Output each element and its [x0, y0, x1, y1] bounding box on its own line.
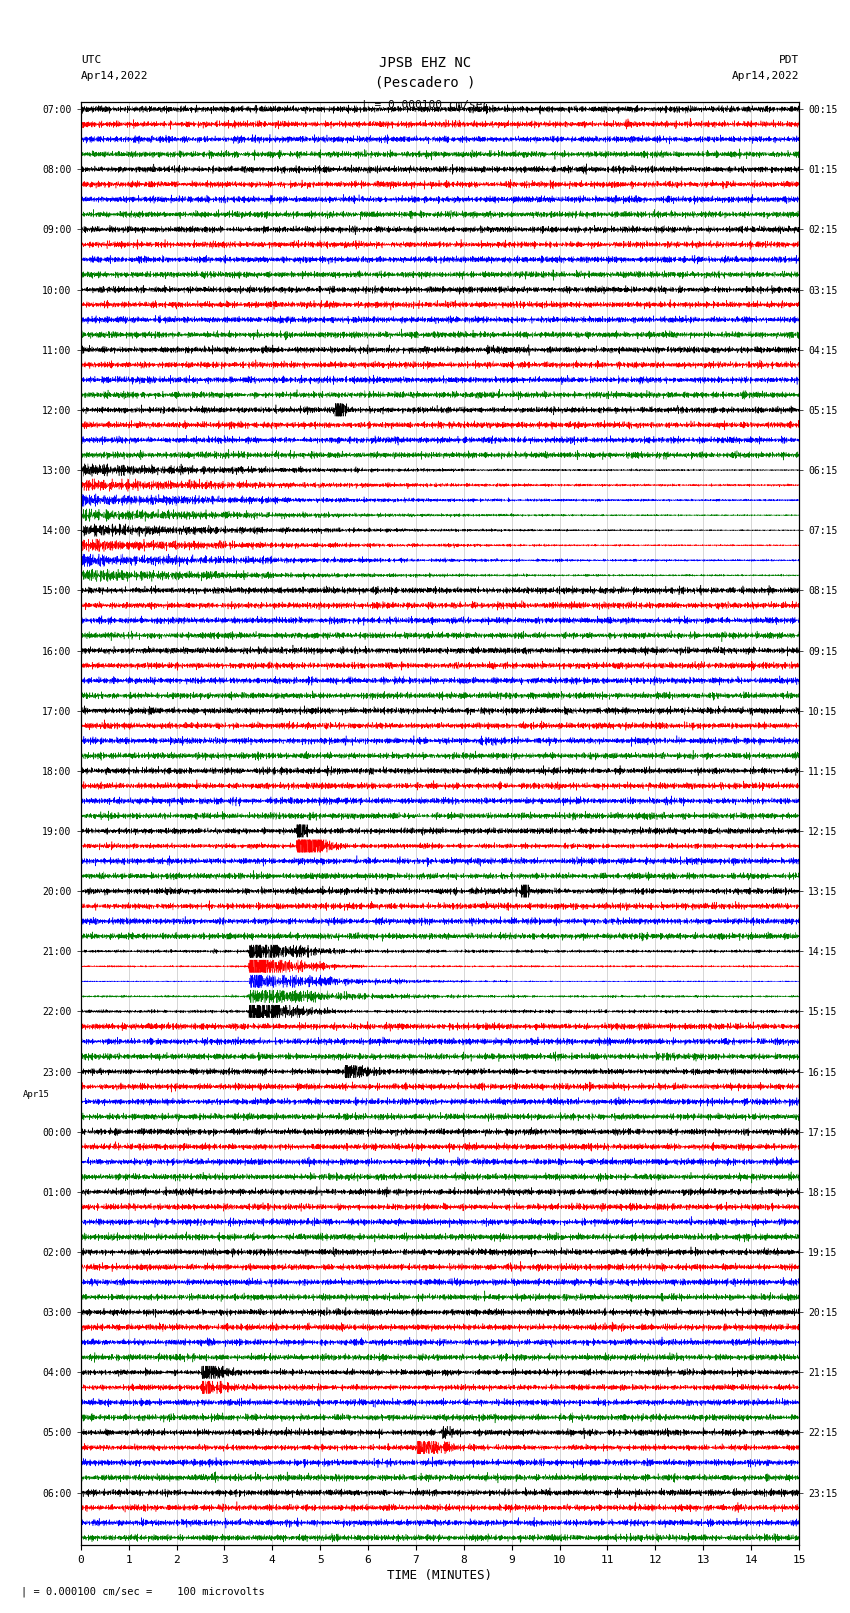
Text: (Pescadero ): (Pescadero ) — [375, 76, 475, 90]
Text: Apr14,2022: Apr14,2022 — [81, 71, 148, 81]
Text: PDT: PDT — [779, 55, 799, 65]
Text: | = 0.000100 cm/sec: | = 0.000100 cm/sec — [361, 98, 489, 110]
X-axis label: TIME (MINUTES): TIME (MINUTES) — [388, 1569, 492, 1582]
Text: | = 0.000100 cm/sec =    100 microvolts: | = 0.000100 cm/sec = 100 microvolts — [21, 1586, 265, 1597]
Text: UTC: UTC — [81, 55, 101, 65]
Text: Apr15: Apr15 — [23, 1090, 50, 1098]
Text: JPSB EHZ NC: JPSB EHZ NC — [379, 56, 471, 71]
Text: Apr14,2022: Apr14,2022 — [732, 71, 799, 81]
